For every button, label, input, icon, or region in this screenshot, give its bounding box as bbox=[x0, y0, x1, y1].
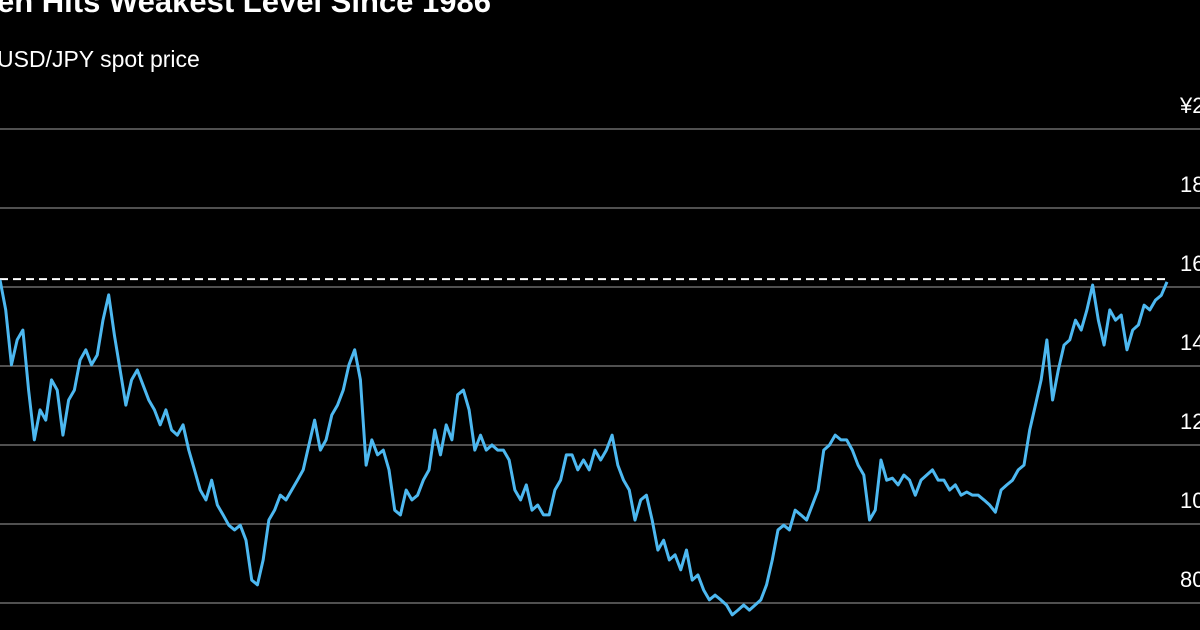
y-tick-label: 120 bbox=[1180, 409, 1200, 434]
y-tick-label: 80 bbox=[1180, 567, 1200, 592]
chart-title: Yen Hits Weakest Level Since 1986 bbox=[0, 0, 491, 19]
y-tick-label: 160 bbox=[1180, 251, 1200, 276]
y-tick-label: 140 bbox=[1180, 330, 1200, 355]
y-tick-label: 100 bbox=[1180, 488, 1200, 513]
y-tick-label: ¥200 bbox=[1179, 93, 1200, 118]
chart-subtitle: USD/JPY spot price bbox=[0, 46, 200, 72]
price-line bbox=[0, 279, 1169, 617]
y-tick-label: 180 bbox=[1180, 172, 1200, 197]
